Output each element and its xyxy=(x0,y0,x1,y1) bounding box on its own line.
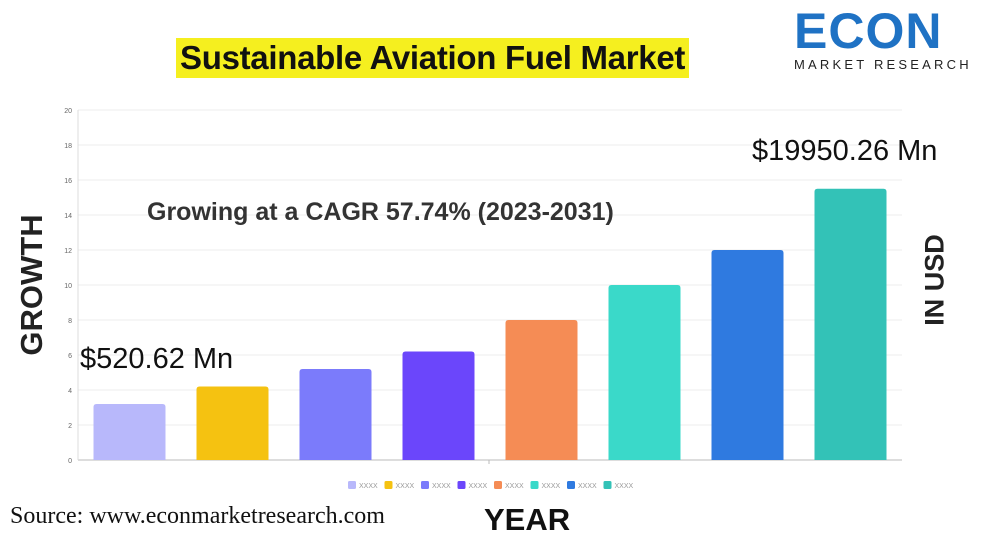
last-value-annotation: $19950.26 Mn xyxy=(752,135,938,167)
bar xyxy=(299,369,372,460)
y-tick-label: 14 xyxy=(64,213,72,220)
econ-logo: ECON MARKET RESEARCH xyxy=(794,6,972,72)
y-tick-label: 18 xyxy=(64,143,72,150)
legend-label: XXXX xyxy=(578,483,597,490)
legend-swatch xyxy=(457,481,466,489)
y-tick-label: 16 xyxy=(64,178,72,185)
legend-swatch xyxy=(530,481,539,489)
first-value-annotation: $520.62 Mn xyxy=(80,343,234,375)
legend-swatch xyxy=(421,481,429,489)
y-axis-label: GROWTH xyxy=(14,214,49,356)
legend-label: XXXX xyxy=(432,483,451,490)
bar xyxy=(93,404,166,460)
legend-swatch xyxy=(384,481,393,489)
legend-swatch xyxy=(603,481,612,489)
source-text: Source: www.econmarketresearch.com xyxy=(10,503,385,529)
y-tick-label: 0 xyxy=(68,458,72,465)
cagr-annotation: Growing at a CAGR 57.74% (2023-2031) xyxy=(147,198,614,226)
legend-swatch xyxy=(348,481,356,489)
y-tick-label: 2 xyxy=(68,423,72,430)
right-axis-label: IN USD xyxy=(919,234,950,326)
bar xyxy=(402,351,475,460)
y-tick-label: 4 xyxy=(68,388,72,395)
legend-label: XXXX xyxy=(359,483,378,490)
logo-subtitle: MARKET RESEARCH xyxy=(794,57,972,72)
chart-title: Sustainable Aviation Fuel Market xyxy=(176,38,690,78)
y-tick-label: 20 xyxy=(64,108,72,115)
legend-label: XXXX xyxy=(615,483,634,490)
bar xyxy=(196,386,269,460)
legend-label: XXXX xyxy=(469,483,488,490)
y-tick-label: 8 xyxy=(68,318,72,325)
x-axis-label: YEAR xyxy=(484,502,571,537)
bar xyxy=(711,250,784,460)
logo-word: ECON xyxy=(794,3,943,59)
bar xyxy=(608,285,681,460)
legend-swatch xyxy=(567,481,575,489)
legend-swatch xyxy=(494,481,502,489)
y-tick-label: 12 xyxy=(64,248,72,255)
y-tick-label: 6 xyxy=(68,353,72,360)
legend-label: XXXX xyxy=(505,483,524,490)
y-tick-label: 10 xyxy=(64,283,72,290)
bar xyxy=(505,320,578,460)
legend-label: XXXX xyxy=(542,483,561,490)
legend-label: XXXX xyxy=(396,483,415,490)
bar xyxy=(814,188,887,460)
